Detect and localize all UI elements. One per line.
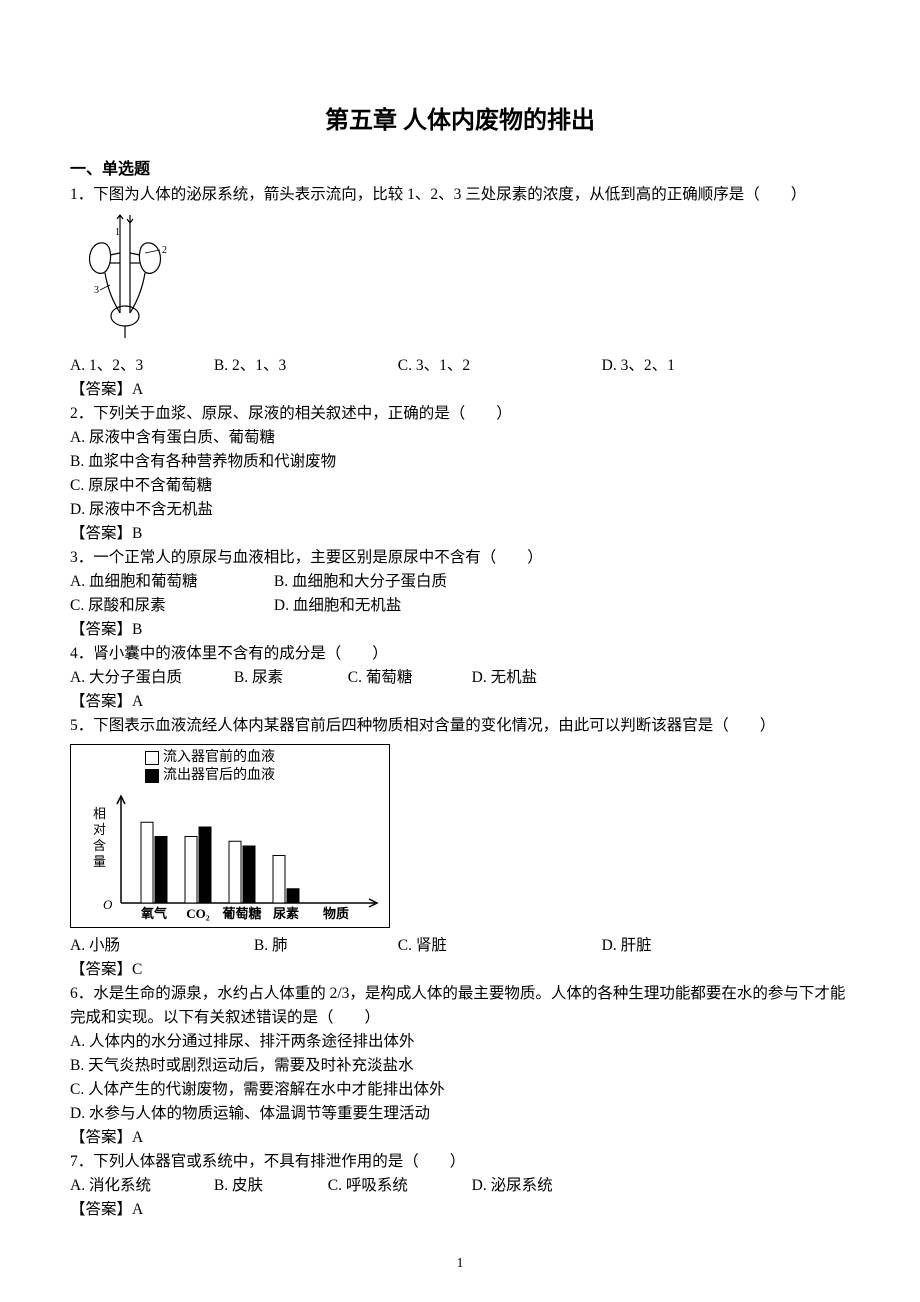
- svg-text:1: 1: [115, 227, 120, 238]
- svg-text:含: 含: [93, 838, 106, 853]
- svg-text:量: 量: [93, 854, 106, 869]
- q5-figure: 流入器官前的血液 流出器官后的血液 相对含量 O 氧气 CO₂ 葡萄糖尿素 物质: [70, 744, 850, 927]
- q4-options: A. 大分子蛋白质 B. 尿素 C. 葡萄糖 D. 无机盐: [70, 666, 850, 690]
- q3-answer: 【答案】B: [70, 618, 850, 642]
- svg-text:3: 3: [94, 285, 99, 296]
- q6-optC: C. 人体产生的代谢废物，需要溶解在水中才能排出体外: [70, 1078, 850, 1102]
- q5-optC: C. 肾脏: [398, 934, 598, 958]
- q1-optB: B. 2、1、3: [214, 354, 394, 378]
- q1-optD: D. 3、2、1: [602, 354, 675, 378]
- svg-text:尿素: 尿素: [273, 906, 299, 921]
- page: 第五章 人体内废物的排出 一、单选题 1．下图为人体的泌尿系统，箭头表示流向，比…: [0, 0, 920, 1302]
- q7-optD: D. 泌尿系统: [472, 1174, 553, 1198]
- legend-after-label: 流出器官后的血液: [163, 768, 275, 783]
- q3-optC: C. 尿酸和尿素: [70, 594, 270, 618]
- q2-stem: 2．下列关于血浆、原尿、尿液的相关叙述中，正确的是（ ）: [70, 402, 850, 426]
- q7-stem: 7．下列人体器官或系统中，不具有排泄作用的是（ ）: [70, 1150, 850, 1174]
- q6-answer: 【答案】A: [70, 1126, 850, 1150]
- q4-optA: A. 大分子蛋白质: [70, 666, 230, 690]
- q2-answer: 【答案】B: [70, 522, 850, 546]
- q4-answer: 【答案】A: [70, 690, 850, 714]
- q3-optA: A. 血细胞和葡萄糖: [70, 570, 270, 594]
- q4-optB: B. 尿素: [234, 666, 344, 690]
- svg-text:2: 2: [162, 245, 167, 256]
- q3-stem: 3．一个正常人的原尿与血液相比，主要区别是原尿中不含有（ ）: [70, 546, 850, 570]
- q1-optC: C. 3、1、2: [398, 354, 598, 378]
- urinary-system-icon: 1 2 3: [70, 213, 180, 343]
- chart-legend: 流入器官前的血液 流出器官后的血液: [145, 749, 385, 785]
- q6-stem: 6．水是生命的源泉，水约占人体重的 2/3，是构成人体的最主要物质。人体的各种生…: [70, 982, 850, 1030]
- svg-text:对: 对: [93, 822, 106, 837]
- q5-stem: 5．下图表示血液流经人体内某器官前后四种物质相对含量的变化情况，由此可以判断该器…: [70, 714, 850, 738]
- svg-text:O: O: [103, 897, 113, 912]
- svg-text:相: 相: [93, 806, 106, 821]
- q1-options: A. 1、2、3 B. 2、1、3 C. 3、1、2 D. 3、2、1: [70, 354, 850, 378]
- legend-before-label: 流入器官前的血液: [163, 750, 275, 765]
- page-number: 1: [0, 1256, 920, 1272]
- q6-optA: A. 人体内的水分通过排尿、排汗两条途径排出体外: [70, 1030, 850, 1054]
- q2-optC: C. 原尿中不含葡萄糖: [70, 474, 850, 498]
- q5-options: A. 小肠 B. 肺 C. 肾脏 D. 肝脏: [70, 934, 850, 958]
- q5-optA: A. 小肠: [70, 934, 250, 958]
- bar-chart-container: 流入器官前的血液 流出器官后的血液 相对含量 O 氧气 CO₂ 葡萄糖尿素 物质: [70, 744, 390, 927]
- section-heading: 一、单选题: [70, 155, 850, 179]
- legend-box-after: [145, 769, 159, 783]
- svg-text:氧气: 氧气: [140, 906, 167, 921]
- q5-optB: B. 肺: [254, 934, 394, 958]
- q7-optB: B. 皮肤: [214, 1174, 324, 1198]
- q1-answer: 【答案】A: [70, 378, 850, 402]
- q4-stem: 4．肾小囊中的液体里不含有的成分是（ ）: [70, 642, 850, 666]
- q6-optD: D. 水参与人体的物质运输、体温调节等重要生理活动: [70, 1102, 850, 1126]
- q5-answer: 【答案】C: [70, 958, 850, 982]
- q1-optA: A. 1、2、3: [70, 354, 210, 378]
- chapter-title: 第五章 人体内废物的排出: [70, 100, 850, 135]
- q6-optB: B. 天气炎热时或剧烈运动后，需要及时补充淡盐水: [70, 1054, 850, 1078]
- q3-optD: D. 血细胞和无机盐: [274, 594, 401, 618]
- bar-chart-svg: 相对含量 O 氧气 CO₂ 葡萄糖尿素 物质: [75, 788, 385, 923]
- q7-optC: C. 呼吸系统: [328, 1174, 468, 1198]
- q4-optC: C. 葡萄糖: [348, 666, 468, 690]
- q1-stem: 1．下图为人体的泌尿系统，箭头表示流向，比较 1、2、3 三处尿素的浓度，从低到…: [70, 183, 850, 207]
- svg-text:CO₂: CO₂: [186, 906, 210, 921]
- q3-options-row1: A. 血细胞和葡萄糖 B. 血细胞和大分子蛋白质: [70, 570, 850, 594]
- svg-text:物质: 物质: [323, 906, 349, 921]
- q1-figure: 1 2 3: [70, 213, 850, 348]
- q4-optD: D. 无机盐: [472, 666, 537, 690]
- q2-optD: D. 尿液中不含无机盐: [70, 498, 850, 522]
- q7-options: A. 消化系统 B. 皮肤 C. 呼吸系统 D. 泌尿系统: [70, 1174, 850, 1198]
- q2-optB: B. 血浆中含有各种营养物质和代谢废物: [70, 450, 850, 474]
- q7-answer: 【答案】A: [70, 1198, 850, 1222]
- q2-optA: A. 尿液中含有蛋白质、葡萄糖: [70, 426, 850, 450]
- q5-optD: D. 肝脏: [602, 934, 652, 958]
- q7-optA: A. 消化系统: [70, 1174, 210, 1198]
- q3-optB: B. 血细胞和大分子蛋白质: [274, 570, 447, 594]
- legend-box-before: [145, 751, 159, 765]
- svg-text:葡萄糖: 葡萄糖: [221, 906, 261, 921]
- q3-options-row2: C. 尿酸和尿素 D. 血细胞和无机盐: [70, 594, 850, 618]
